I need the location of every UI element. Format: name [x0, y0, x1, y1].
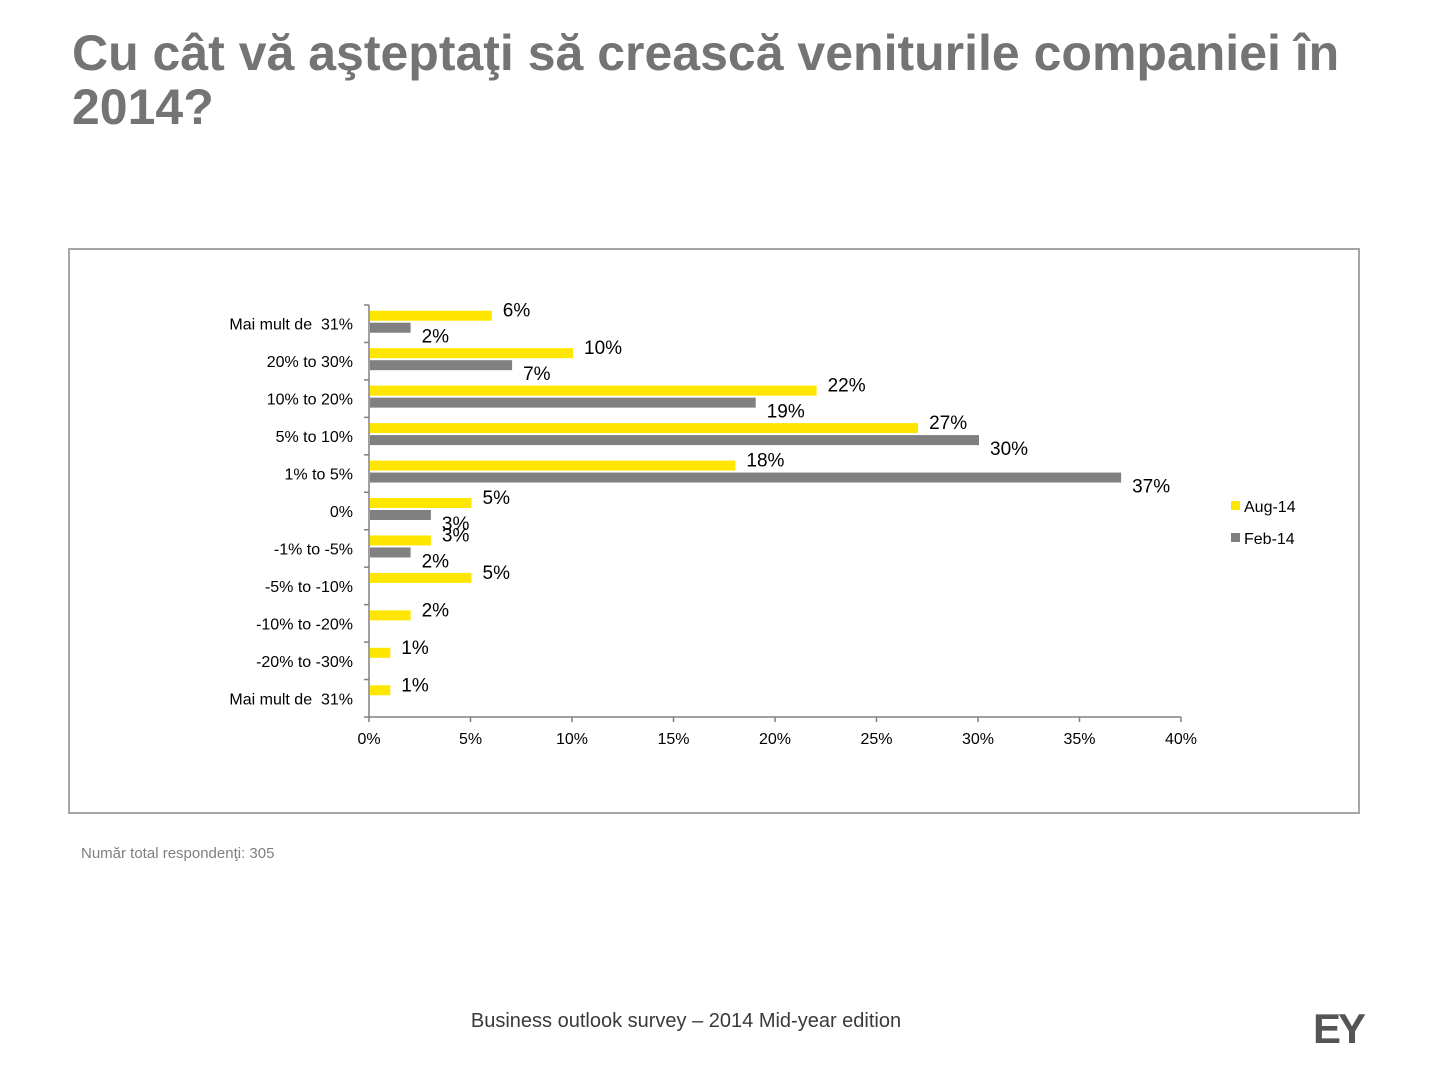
data-label-feb-14: 7% — [523, 364, 551, 385]
bar-aug-14 — [370, 423, 919, 434]
data-label-feb-14: 19% — [767, 402, 805, 423]
bar-feb-14 — [370, 435, 979, 446]
category-label: -10% to -20% — [256, 616, 353, 633]
category-label: -5% to -10% — [265, 579, 353, 596]
bar-aug-14 — [370, 535, 431, 546]
legend-label: Aug-14 — [1244, 499, 1296, 516]
footer-text: Business outlook survey – 2014 Mid-year … — [470, 1010, 902, 1032]
bar-feb-14 — [370, 360, 513, 371]
data-label-aug-14: 27% — [929, 413, 967, 434]
category-label: -20% to -30% — [256, 654, 353, 671]
bar-aug-14 — [370, 460, 736, 471]
category-label: Mai mult de 31% — [229, 691, 353, 708]
x-tick-label: 5% — [459, 731, 482, 748]
ey-logo: EY — [1313, 1005, 1366, 1052]
bar-aug-14 — [370, 572, 472, 583]
category-label: 5% to 10% — [276, 429, 353, 446]
data-label-aug-14: 5% — [483, 563, 511, 584]
data-label-aug-14: 5% — [483, 488, 511, 509]
data-label-aug-14: 6% — [503, 301, 531, 322]
category-label: 0% — [330, 504, 353, 521]
category-label: Mai mult de 31% — [229, 317, 353, 334]
bar-feb-14 — [370, 472, 1122, 483]
x-tick-label: 40% — [1165, 731, 1197, 748]
x-tick-label: 30% — [962, 731, 994, 748]
data-label-aug-14: 18% — [746, 451, 784, 472]
data-label-aug-14: 2% — [422, 600, 450, 621]
bar-aug-14 — [370, 498, 472, 508]
data-label-feb-14: 3% — [442, 514, 470, 535]
x-tick-label: 35% — [1063, 731, 1095, 748]
bar-feb-14 — [370, 397, 756, 408]
bar-aug-14 — [370, 685, 391, 696]
chart-frame — [68, 248, 1360, 814]
bar-aug-14 — [370, 385, 817, 396]
data-label-feb-14: 2% — [422, 327, 450, 348]
category-label: 20% to 30% — [267, 354, 353, 371]
bar-aug-14 — [370, 610, 411, 621]
x-tick-label: 10% — [556, 731, 588, 748]
legend-label: Feb-14 — [1244, 531, 1295, 548]
data-label-aug-14: 1% — [401, 638, 429, 659]
category-label: 1% to 5% — [285, 467, 353, 484]
bar-aug-14 — [370, 310, 492, 321]
legend-swatch-aug-14 — [1231, 501, 1240, 510]
bar-aug-14 — [370, 647, 391, 658]
bar-feb-14 — [370, 547, 411, 558]
data-label-feb-14: 37% — [1132, 477, 1170, 498]
bar-feb-14 — [370, 322, 411, 333]
x-tick-label: 25% — [860, 731, 892, 748]
slide-title: Cu cât vă aşteptaţi să crească venituril… — [72, 25, 1340, 135]
x-tick-label: 15% — [657, 731, 689, 748]
data-label-feb-14: 30% — [990, 439, 1028, 460]
legend-swatch-feb-14 — [1231, 533, 1240, 542]
bar-aug-14 — [370, 348, 573, 359]
data-label-aug-14: 10% — [584, 338, 622, 359]
data-label-aug-14: 3% — [442, 525, 470, 546]
respondents-note: Număr total respondenţi: 305 — [81, 845, 275, 862]
data-label-aug-14: 22% — [828, 376, 866, 397]
data-label-feb-14: 2% — [422, 551, 450, 572]
x-tick-label: 20% — [759, 731, 791, 748]
category-label: 10% to 20% — [267, 392, 353, 409]
category-label: -1% to -5% — [274, 541, 353, 558]
bar-feb-14 — [370, 510, 431, 520]
data-label-aug-14: 1% — [401, 675, 429, 696]
x-tick-label: 0% — [357, 731, 380, 748]
